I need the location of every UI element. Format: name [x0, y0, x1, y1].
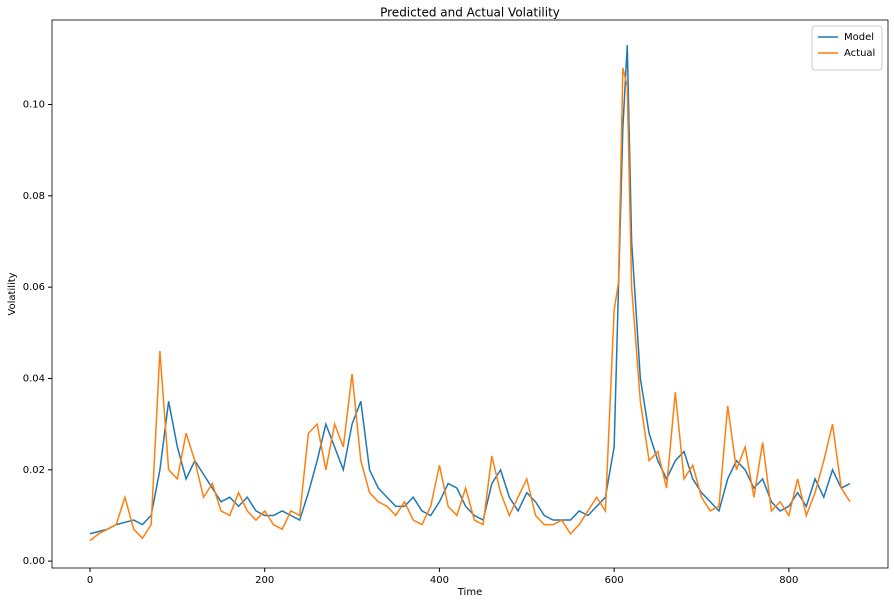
y-tick-label: 0.04: [23, 373, 45, 384]
plot-frame: [51, 19, 889, 569]
y-tick-label: 0.10: [23, 99, 45, 110]
legend-label: Model: [844, 32, 874, 43]
series-line: [89, 45, 851, 535]
x-tick-label: 800: [779, 575, 798, 586]
y-axis-label: Volatility: [7, 272, 18, 315]
x-tick-label: 200: [255, 575, 274, 586]
y-tick-label: 0.00: [23, 556, 45, 567]
y-tick-label: 0.06: [23, 282, 45, 293]
y-tick-label: 0.02: [23, 465, 45, 476]
x-tick-label: 600: [605, 575, 624, 586]
chart-title: Predicted and Actual Volatility: [380, 6, 560, 20]
x-axis-label: Time: [457, 587, 482, 598]
y-tick-label: 0.08: [23, 191, 45, 202]
x-tick-label: 0: [87, 575, 93, 586]
series-line: [89, 67, 851, 542]
legend-label: Actual: [844, 48, 875, 59]
x-tick-label: 400: [430, 575, 449, 586]
